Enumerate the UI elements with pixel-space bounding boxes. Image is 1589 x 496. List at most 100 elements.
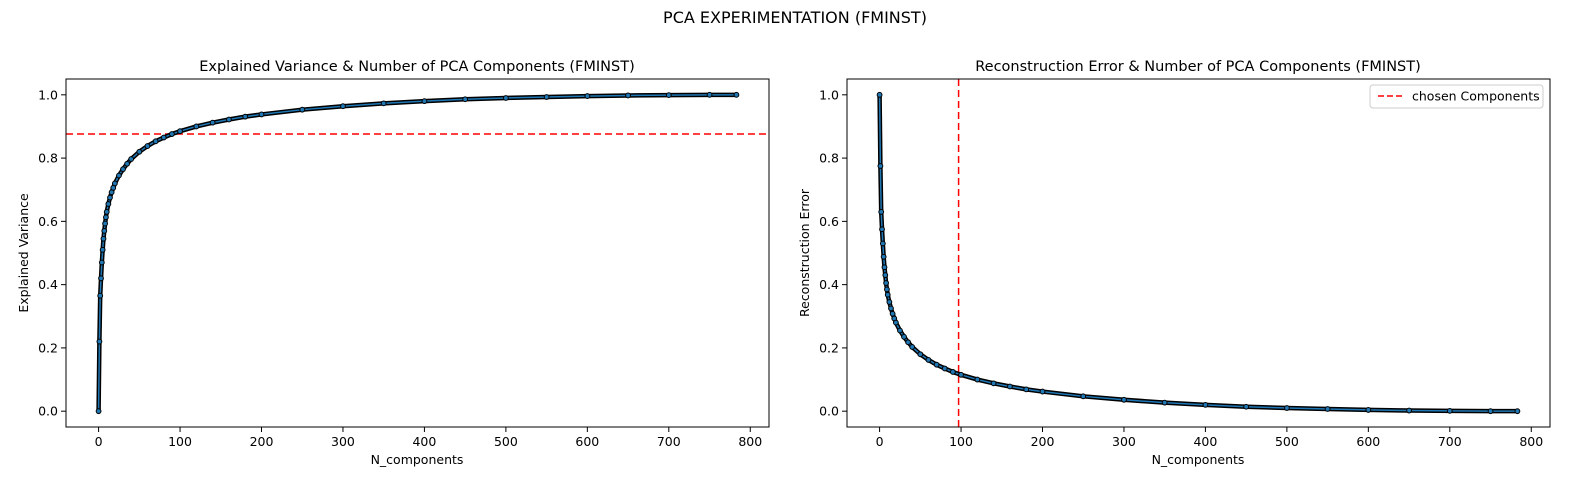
y-tick-label: 0.6 bbox=[38, 214, 58, 229]
explained-variance-point bbox=[99, 246, 106, 253]
reconstruction-error-chart: Reconstruction Error & Number of PCA Com… bbox=[797, 59, 1551, 467]
reconstruction-error-x-axis-label: N_components bbox=[1152, 452, 1245, 467]
x-tick-label: 500 bbox=[494, 434, 518, 449]
x-tick-label: 100 bbox=[168, 434, 192, 449]
reconstruction-error-point bbox=[990, 380, 997, 387]
reconstruction-error-point bbox=[1007, 383, 1013, 390]
explained-variance-point bbox=[136, 148, 143, 155]
explained-variance-chart-title: Explained Variance & Number of PCA Compo… bbox=[199, 59, 635, 75]
reconstruction-error-line bbox=[878, 94, 1518, 412]
reconstruction-error-plot-frame bbox=[846, 78, 1551, 428]
reconstruction-error-point bbox=[884, 291, 891, 298]
reconstruction-error-point bbox=[878, 208, 885, 215]
explained-variance-point bbox=[706, 91, 713, 98]
y-tick-label: 0.6 bbox=[819, 214, 839, 229]
reconstruction-error-point bbox=[1243, 403, 1250, 410]
y-tick-label: 0.2 bbox=[38, 340, 58, 355]
reconstruction-error-point bbox=[941, 365, 948, 372]
explained-variance-point bbox=[242, 113, 249, 120]
x-tick-label: 500 bbox=[1275, 434, 1299, 449]
reconstruction-error-point bbox=[1023, 386, 1030, 393]
reconstruction-error-point bbox=[905, 339, 911, 346]
explained-variance-point bbox=[421, 98, 428, 105]
reconstruction-error-point bbox=[877, 163, 884, 169]
reconstruction-error-point bbox=[879, 226, 885, 233]
legend-entry-label: chosen Components bbox=[1412, 89, 1540, 104]
reconstruction-error-point bbox=[1283, 405, 1290, 411]
reconstruction-error-point bbox=[1487, 408, 1494, 415]
reconstruction-error-point bbox=[1365, 407, 1372, 413]
explained-variance-marker-band bbox=[96, 92, 739, 414]
y-tick-label: 1.0 bbox=[819, 87, 839, 102]
explained-variance-point bbox=[462, 96, 469, 103]
explained-variance-point bbox=[120, 166, 126, 173]
reconstruction-error-legend: chosen Components bbox=[1369, 84, 1544, 109]
explained-variance-point bbox=[144, 143, 151, 149]
explained-variance-point bbox=[340, 103, 346, 110]
y-tick-label: 0.8 bbox=[819, 151, 839, 166]
reconstruction-error-point bbox=[1202, 401, 1209, 408]
reconstruction-error-point bbox=[886, 299, 893, 305]
explained-variance-point bbox=[209, 119, 216, 126]
explained-variance-point bbox=[128, 156, 135, 162]
reconstruction-error-series bbox=[876, 91, 1521, 415]
x-tick-label: 600 bbox=[575, 434, 599, 449]
explained-variance-point bbox=[193, 123, 200, 130]
explained-variance-point bbox=[299, 106, 306, 113]
x-tick-label: 800 bbox=[1519, 434, 1543, 449]
x-tick-label: 400 bbox=[1193, 434, 1217, 449]
explained-variance-point bbox=[152, 138, 159, 145]
y-tick-label: 0.0 bbox=[819, 404, 839, 419]
explained-variance-point bbox=[98, 275, 104, 282]
explained-variance-point bbox=[502, 95, 509, 101]
reconstruction-error-point bbox=[889, 310, 896, 317]
explained-variance-point bbox=[105, 201, 112, 207]
reconstruction-error-point bbox=[879, 240, 886, 247]
y-tick-label: 1.0 bbox=[38, 87, 58, 102]
explained-variance-point bbox=[733, 91, 740, 98]
reconstruction-error-point bbox=[901, 333, 907, 340]
explained-variance-x-axis-label: N_components bbox=[371, 452, 464, 467]
x-tick-label: 600 bbox=[1356, 434, 1380, 449]
explained-variance-plot-frame bbox=[65, 78, 770, 428]
y-tick-label: 0.4 bbox=[38, 277, 58, 292]
reconstruction-error-chart-title: Reconstruction Error & Number of PCA Com… bbox=[975, 59, 1421, 75]
reconstruction-error-point bbox=[949, 369, 956, 375]
x-tick-label: 100 bbox=[949, 434, 973, 449]
explained-variance-series bbox=[95, 91, 740, 415]
reconstruction-error-point bbox=[1161, 399, 1168, 406]
reconstruction-error-point bbox=[897, 327, 903, 334]
x-tick-label: 0 bbox=[95, 434, 103, 449]
explained-variance-point bbox=[96, 338, 103, 345]
explained-variance-y-axis-label: Explained Variance bbox=[16, 193, 31, 313]
explained-variance-point bbox=[100, 235, 107, 242]
reconstruction-error-point bbox=[884, 286, 890, 293]
explained-variance-point bbox=[97, 292, 104, 299]
explained-variance-point bbox=[665, 92, 672, 99]
explained-variance-point bbox=[584, 93, 591, 99]
explained-variance-point bbox=[116, 172, 122, 179]
x-tick-label: 200 bbox=[1031, 434, 1055, 449]
reconstruction-error-point bbox=[974, 376, 981, 383]
reconstruction-error-point bbox=[925, 357, 932, 363]
reconstruction-error-point bbox=[1121, 396, 1127, 403]
x-tick-label: 200 bbox=[250, 434, 274, 449]
legend-box bbox=[1369, 84, 1544, 109]
explained-variance-point bbox=[177, 128, 183, 135]
explained-variance-point bbox=[160, 134, 167, 141]
y-tick-label: 0.2 bbox=[819, 340, 839, 355]
y-tick-label: 0.4 bbox=[819, 277, 839, 292]
reconstruction-error-point bbox=[958, 371, 964, 378]
reconstruction-error-point bbox=[1446, 407, 1453, 414]
x-tick-label: 300 bbox=[1112, 434, 1136, 449]
reconstruction-error-point bbox=[933, 361, 940, 368]
y-tick-label: 0.8 bbox=[38, 151, 58, 166]
reconstruction-error-y-axis-label: Reconstruction Error bbox=[797, 188, 812, 317]
reconstruction-error-point bbox=[909, 344, 916, 350]
reconstruction-error-point bbox=[892, 319, 899, 326]
x-tick-label: 700 bbox=[1438, 434, 1462, 449]
reconstruction-error-point bbox=[882, 272, 889, 279]
reconstruction-error-point bbox=[888, 305, 894, 312]
explained-variance-point bbox=[168, 131, 175, 137]
